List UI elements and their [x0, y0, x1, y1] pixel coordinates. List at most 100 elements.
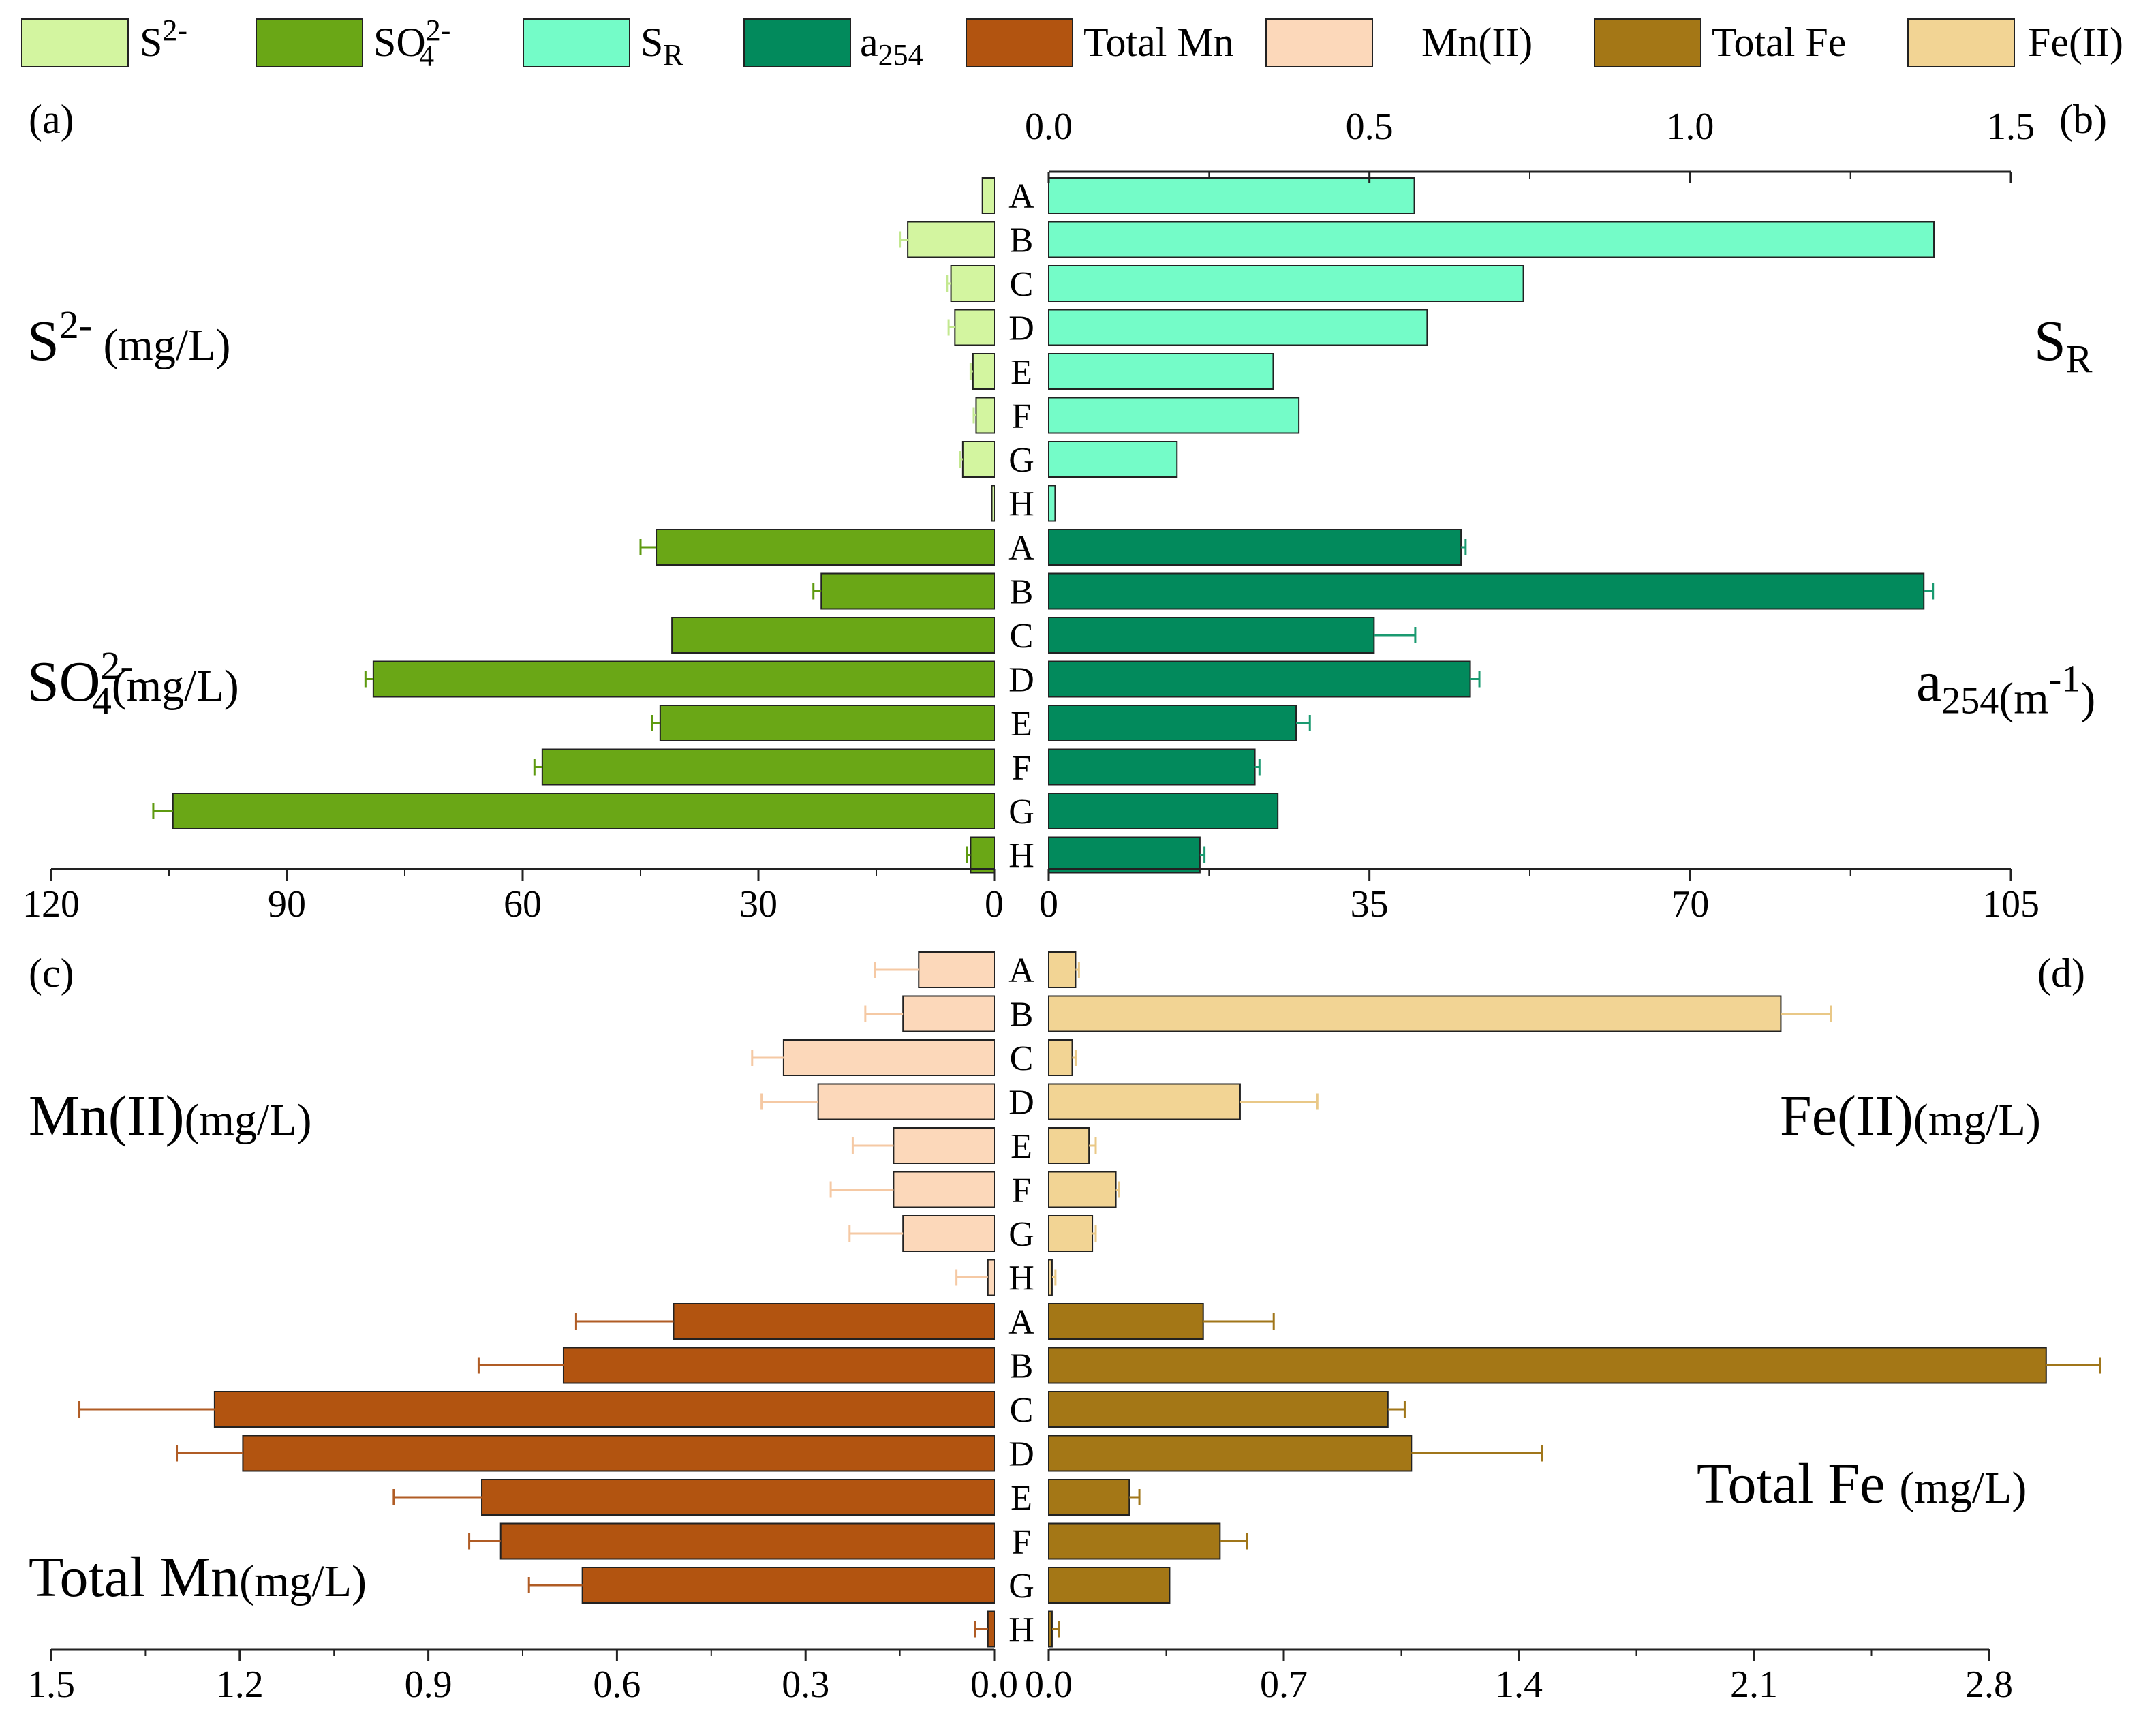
bar-b-a254-E [1048, 705, 1297, 741]
tick-label-b: 1.5 [1987, 106, 2035, 148]
legend-swatch-sr [523, 18, 630, 67]
tick-label-b: 35 [1351, 883, 1389, 925]
bar-d-total_fe-F [1048, 1522, 1221, 1560]
bar-b-sr-C [1048, 265, 1524, 302]
side-labels: (a) (b) (c) (d) S2- (mg/L) SO2-4(mg/L) SR a254(… [27, 97, 2107, 1609]
tick-label-b: 1.0 [1666, 106, 1714, 148]
category-label-D: D [1008, 1435, 1034, 1474]
series-s2 [899, 177, 996, 522]
bar-c-total_mn-H [987, 1610, 995, 1648]
bar-a-s2-G [961, 441, 996, 478]
side-label-a254: a254(m-1) [1916, 650, 2095, 723]
category-label-E: E [1011, 1479, 1032, 1518]
error-bar-d-total_fe-C [1387, 1401, 1406, 1418]
error-bar-a-so4-D [364, 671, 373, 688]
error-bar-d-fe2-E [1089, 1137, 1097, 1154]
category-label-H: H [1008, 1259, 1034, 1298]
bar-c-mn2-G [902, 1215, 996, 1252]
error-bar-d-total_fe-A [1203, 1313, 1275, 1330]
tick-label-c: 1.2 [216, 1664, 264, 1706]
tick-label-c: 0.6 [593, 1664, 641, 1706]
bar-d-total_fe-G [1048, 1567, 1171, 1604]
bar-a-s2-D [954, 309, 996, 346]
bar-b-sr-G [1048, 441, 1178, 478]
series-a254 [1048, 529, 1935, 874]
error-bar-d-fe2-B [1781, 1005, 1832, 1022]
error-bar-a-so4-A [639, 539, 657, 555]
legend-label-total_mn: Total Mn [1083, 20, 1234, 65]
bar-a-s2-C [950, 265, 995, 302]
bar-b-sr-D [1048, 309, 1428, 346]
category-label-B: B [1010, 221, 1034, 260]
legend: S2- SO2-4 SR a254 Total Mn Mn(II) Total Fe Fe(I… [21, 14, 2123, 72]
panel-label-c: (c) [29, 951, 74, 996]
bar-d-fe2-C [1048, 1039, 1073, 1076]
category-label-F: F [1012, 1171, 1032, 1210]
category-label-C: C [1010, 1391, 1034, 1430]
tick-label-a: 120 [22, 883, 80, 925]
bar-b-a254-A [1048, 529, 1462, 566]
bar-b-a254-G [1048, 793, 1279, 829]
bar-d-fe2-H [1048, 1259, 1053, 1296]
bar-b-sr-A [1048, 177, 1415, 214]
error-bar-a-so4-G [152, 803, 173, 819]
bar-b-sr-E [1048, 353, 1274, 390]
tick-label-d: 1.4 [1495, 1664, 1543, 1706]
error-bar-b-a254-F [1254, 759, 1261, 776]
axis-b-top: 0.0 0.5 1.0 1.5 [1025, 106, 2035, 183]
panel-label-b: (b) [2059, 97, 2107, 142]
tick-label-b: 0.5 [1346, 106, 1393, 148]
category-label-H: H [1008, 485, 1034, 524]
bar-c-mn2-E [893, 1127, 995, 1164]
error-bar-c-total_mn-C [78, 1401, 215, 1418]
bar-c-mn2-D [817, 1083, 995, 1120]
category-label-C: C [1010, 1039, 1034, 1078]
error-bar-b-a254-H [1199, 846, 1206, 863]
category-label-F: F [1012, 749, 1032, 788]
legend-label-a254: a254 [860, 20, 923, 72]
bar-d-total_fe-E [1048, 1479, 1130, 1516]
bar-a-s2-H [991, 485, 996, 522]
category-label-G: G [1008, 1567, 1034, 1606]
axis-d-bottom: 0.0 0.7 1.4 2.1 2.8 [1025, 1648, 2013, 1706]
legend-swatch-a254 [743, 18, 851, 67]
panels: 120 90 60 30 0 0 35 70 105 0.0 0.5 1.0 1.5 1.5 1.2 0.9 0… [22, 106, 2101, 1706]
error-bar-d-fe2-D [1239, 1093, 1319, 1110]
category-label-D: D [1008, 661, 1034, 700]
error-bar-c-total_mn-B [477, 1357, 564, 1374]
legend-label-mn2: Mn(II) [1421, 20, 1533, 65]
error-bar-a-so4-E [651, 715, 660, 731]
legend-swatch-s2 [21, 18, 129, 67]
category-label-D: D [1008, 309, 1034, 348]
error-bar-a-so4-H [966, 846, 971, 863]
error-bar-d-fe2-C [1072, 1050, 1077, 1066]
tick-label-c: 0.3 [782, 1664, 829, 1706]
bar-d-total_fe-D [1048, 1435, 1413, 1472]
tick-label-b: 105 [1982, 883, 2039, 925]
tick-label-a: 90 [268, 883, 306, 925]
category-label-A: A [1008, 951, 1034, 990]
category-label-A: A [1008, 529, 1034, 568]
legend-label-s2: S2- [140, 14, 187, 65]
tick-label-d: 0.0 [1025, 1664, 1073, 1706]
error-bar-d-total_fe-F [1220, 1533, 1248, 1550]
legend-item-s2: S2- [21, 14, 187, 67]
bar-a-so4-B [820, 572, 996, 610]
bar-a-s2-F [975, 397, 996, 434]
legend-item-a254: a254 [743, 18, 923, 72]
error-bar-d-total_fe-B [2046, 1357, 2101, 1374]
error-bar-b-a254-E [1296, 715, 1311, 731]
legend-item-so4: SO2-4 [256, 14, 450, 72]
category-label-E: E [1011, 1127, 1032, 1166]
legend-label-fe2: Fe(II) [2028, 20, 2123, 65]
bar-b-a254-F [1048, 748, 1256, 786]
legend-item-mn2: Mn(II) [1265, 18, 1533, 67]
bar-d-total_fe-A [1048, 1303, 1204, 1340]
series-sr [1048, 177, 1935, 522]
bar-c-total_mn-F [499, 1522, 995, 1560]
legend-label-sr: SR [641, 20, 683, 72]
error-bar-d-fe2-F [1115, 1181, 1120, 1198]
tick-label-a: 0 [985, 883, 1004, 925]
